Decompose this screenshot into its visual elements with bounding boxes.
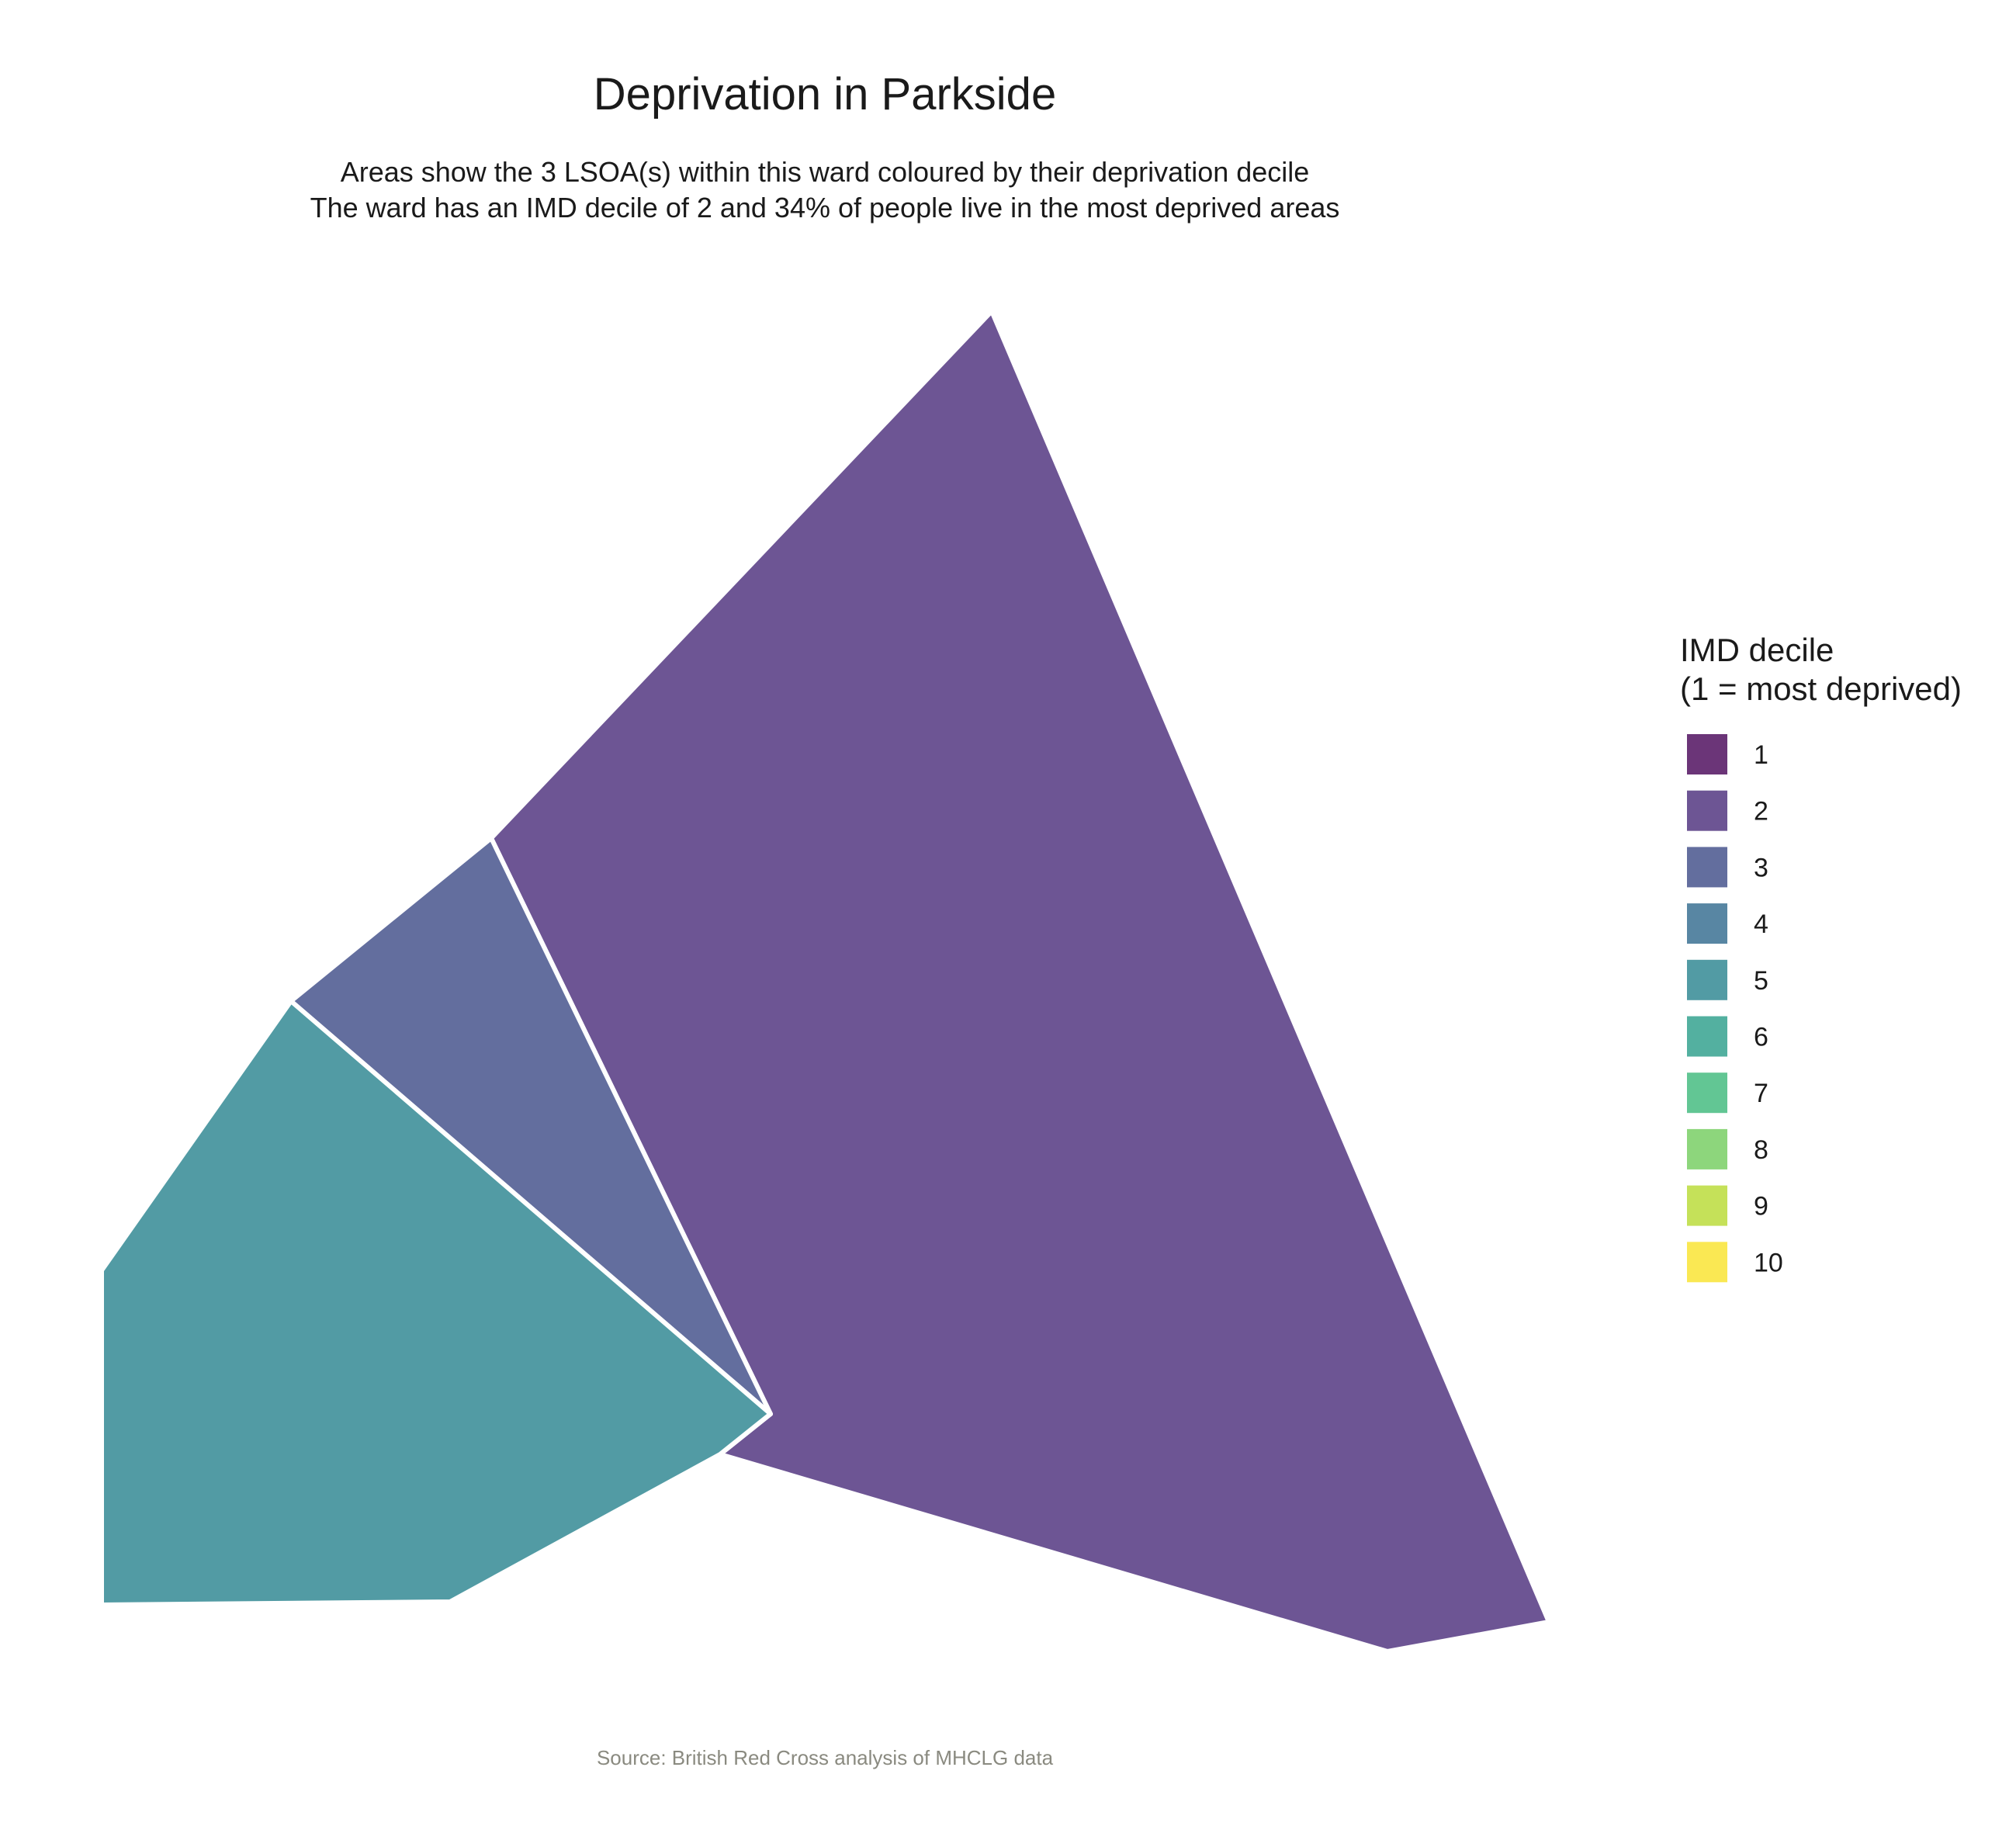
legend-swatch (1687, 1016, 1727, 1057)
legend-swatch (1687, 1185, 1727, 1226)
legend-items: 1 2 3 4 5 6 7 8 9 10 (1687, 734, 1783, 1283)
map-title: Deprivation in Parkside (594, 69, 1056, 120)
legend-label: 5 (1754, 966, 1768, 996)
legend-label: 8 (1754, 1135, 1768, 1165)
legend-item-10: 10 (1687, 1242, 1783, 1283)
legend-swatch (1687, 1128, 1727, 1169)
lsoa-areas (99, 309, 1551, 1654)
legend-swatch (1687, 790, 1727, 831)
legend-item-2: 2 (1687, 790, 1768, 831)
legend-label: 3 (1754, 853, 1768, 882)
legend-item-5: 5 (1687, 959, 1768, 1000)
legend-item-7: 7 (1687, 1072, 1768, 1114)
legend-swatch (1687, 959, 1727, 1000)
legend-label: 6 (1754, 1023, 1768, 1052)
map-subtitle-line-2: The ward has an IMD decile of 2 and 34% … (310, 192, 1340, 223)
legend-label: 7 (1754, 1079, 1768, 1108)
legend-label: 1 (1754, 740, 1768, 770)
imd-decile-legend: IMD decile (1 = most deprived) 1 2 3 4 5 6 7 8 9… (1680, 632, 1962, 1283)
legend-label: 4 (1754, 910, 1768, 939)
legend-label: 9 (1754, 1192, 1768, 1221)
lsoa-area-decile-2[interactable] (99, 999, 773, 1607)
legend-swatch (1687, 847, 1727, 888)
legend-item-8: 8 (1687, 1128, 1768, 1169)
legend-swatch (1687, 903, 1727, 944)
legend-label: 10 (1754, 1248, 1783, 1277)
legend-item-4: 4 (1687, 903, 1768, 944)
legend-title-line-2: (1 = most deprived) (1680, 670, 1962, 707)
legend-swatch (1687, 1072, 1727, 1114)
legend-item-9: 9 (1687, 1185, 1768, 1226)
legend-item-1: 1 (1687, 734, 1768, 774)
legend-swatch (1687, 734, 1727, 774)
map-subtitle-line-1: Areas show the 3 LSOA(s) within this war… (341, 156, 1310, 188)
legend-label: 2 (1754, 797, 1768, 826)
legend-item-3: 3 (1687, 847, 1768, 888)
legend-item-6: 6 (1687, 1016, 1768, 1057)
source-caption: Source: British Red Cross analysis of MH… (597, 1746, 1054, 1769)
legend-swatch (1687, 1242, 1727, 1283)
legend-title-line-1: IMD decile (1680, 632, 1834, 668)
